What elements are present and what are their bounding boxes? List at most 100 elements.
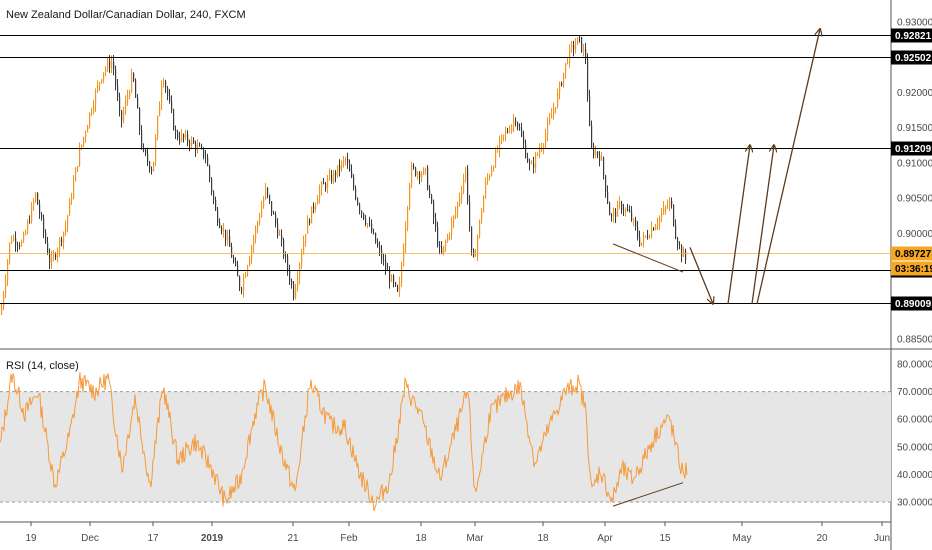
candle-body	[285, 256, 287, 258]
candle-body	[449, 234, 451, 236]
rsi-line	[0, 372, 688, 512]
candle-body	[381, 249, 383, 260]
date-tick-label: Mar	[466, 533, 484, 544]
level-tag-1-bg	[891, 50, 932, 65]
candle-body	[685, 251, 687, 260]
candle-body	[17, 244, 19, 246]
candle-body	[379, 246, 381, 250]
candle-body	[529, 162, 531, 164]
candle-body	[409, 184, 411, 208]
candle-body	[525, 143, 527, 158]
candle-body	[187, 134, 189, 143]
candle-body	[23, 234, 25, 242]
candle-body	[207, 157, 209, 166]
candle-body	[341, 161, 343, 170]
candle-body	[149, 162, 151, 170]
level-tag-2-bg	[891, 141, 932, 156]
candle-body	[219, 222, 221, 228]
candle-body	[545, 134, 547, 145]
projection-arrow-2[interactable]	[751, 145, 774, 304]
candle-body	[589, 96, 591, 126]
candle-body	[145, 149, 147, 154]
candle-body	[43, 217, 45, 233]
candle-body	[447, 235, 449, 242]
projection-arrow-0[interactable]	[689, 247, 713, 303]
projection-arrow-1[interactable]	[727, 145, 750, 304]
price-tick-label: 0.90500	[897, 194, 932, 205]
candle-body	[167, 87, 169, 96]
candle-body	[365, 219, 367, 225]
candle-body	[125, 100, 127, 112]
candle-body	[299, 264, 301, 278]
last-price-tag-bg	[891, 246, 932, 261]
date-tick-label: Feb	[340, 533, 358, 544]
candle-body	[53, 254, 55, 258]
price-axis: 0.93000 0.92000 0.91500 0.91000 0.90500 0.900…	[897, 18, 932, 346]
candle-body	[509, 131, 511, 133]
candle-body	[137, 97, 139, 109]
candle-body	[651, 228, 653, 237]
candle-body	[439, 245, 441, 248]
candle-body	[503, 134, 505, 136]
candle-body	[343, 159, 345, 162]
level-tag-2: 0.91209	[895, 144, 932, 155]
candle-body	[225, 229, 227, 241]
candle-body	[645, 235, 647, 237]
level-tag-4: 0.89009	[895, 299, 932, 310]
candle-body	[579, 37, 581, 38]
candle-body	[305, 233, 307, 242]
candle-body	[303, 241, 305, 254]
annotations	[612, 29, 820, 304]
candle-body	[665, 206, 667, 208]
candle-body	[179, 138, 181, 141]
candle-body	[97, 84, 99, 91]
candle-body	[313, 206, 315, 210]
projection-arrow-3[interactable]	[756, 29, 820, 304]
price-divergence-line[interactable]	[612, 243, 684, 273]
candle-body	[563, 72, 565, 86]
candle-body	[13, 237, 15, 241]
candle-body	[433, 202, 435, 219]
candle-body	[523, 136, 525, 144]
candle-body	[405, 226, 407, 249]
candle-body	[507, 131, 509, 133]
candle-body	[487, 177, 489, 182]
candle-body	[147, 153, 149, 163]
candle-body	[81, 144, 83, 149]
candle-body	[627, 208, 629, 211]
candle-body	[667, 206, 669, 208]
level-tag-0: 0.92821	[895, 31, 932, 42]
candle-body	[41, 214, 43, 218]
candle-body	[163, 81, 165, 86]
candle-body	[459, 197, 461, 203]
candle-body	[481, 212, 483, 221]
candle-body	[123, 111, 125, 121]
candle-body	[499, 139, 501, 151]
candle-body	[315, 204, 317, 210]
candle-body	[193, 139, 195, 144]
candle-body	[575, 44, 577, 50]
level-tag-4-bg	[891, 296, 932, 311]
candle-body	[171, 101, 173, 111]
candle-body	[229, 235, 231, 247]
candle-body	[429, 189, 431, 196]
candle-body	[231, 246, 233, 258]
candle-body	[373, 232, 375, 234]
candle-body	[129, 92, 131, 97]
candle-body	[587, 58, 589, 97]
candle-body	[605, 175, 607, 192]
candle-body	[21, 241, 23, 246]
levels	[0, 35, 891, 304]
rsi-tick-label: 40.0000	[897, 470, 932, 481]
candle-body	[257, 222, 259, 228]
candle-body	[611, 215, 613, 217]
candle-body	[675, 225, 677, 239]
candle-body	[213, 191, 215, 201]
candle-body	[423, 168, 425, 175]
candle-body	[121, 110, 123, 121]
candle-body	[349, 163, 351, 172]
candle-body	[221, 227, 223, 232]
level-tag-1: 0.92502	[895, 53, 932, 64]
candle-body	[617, 203, 619, 217]
